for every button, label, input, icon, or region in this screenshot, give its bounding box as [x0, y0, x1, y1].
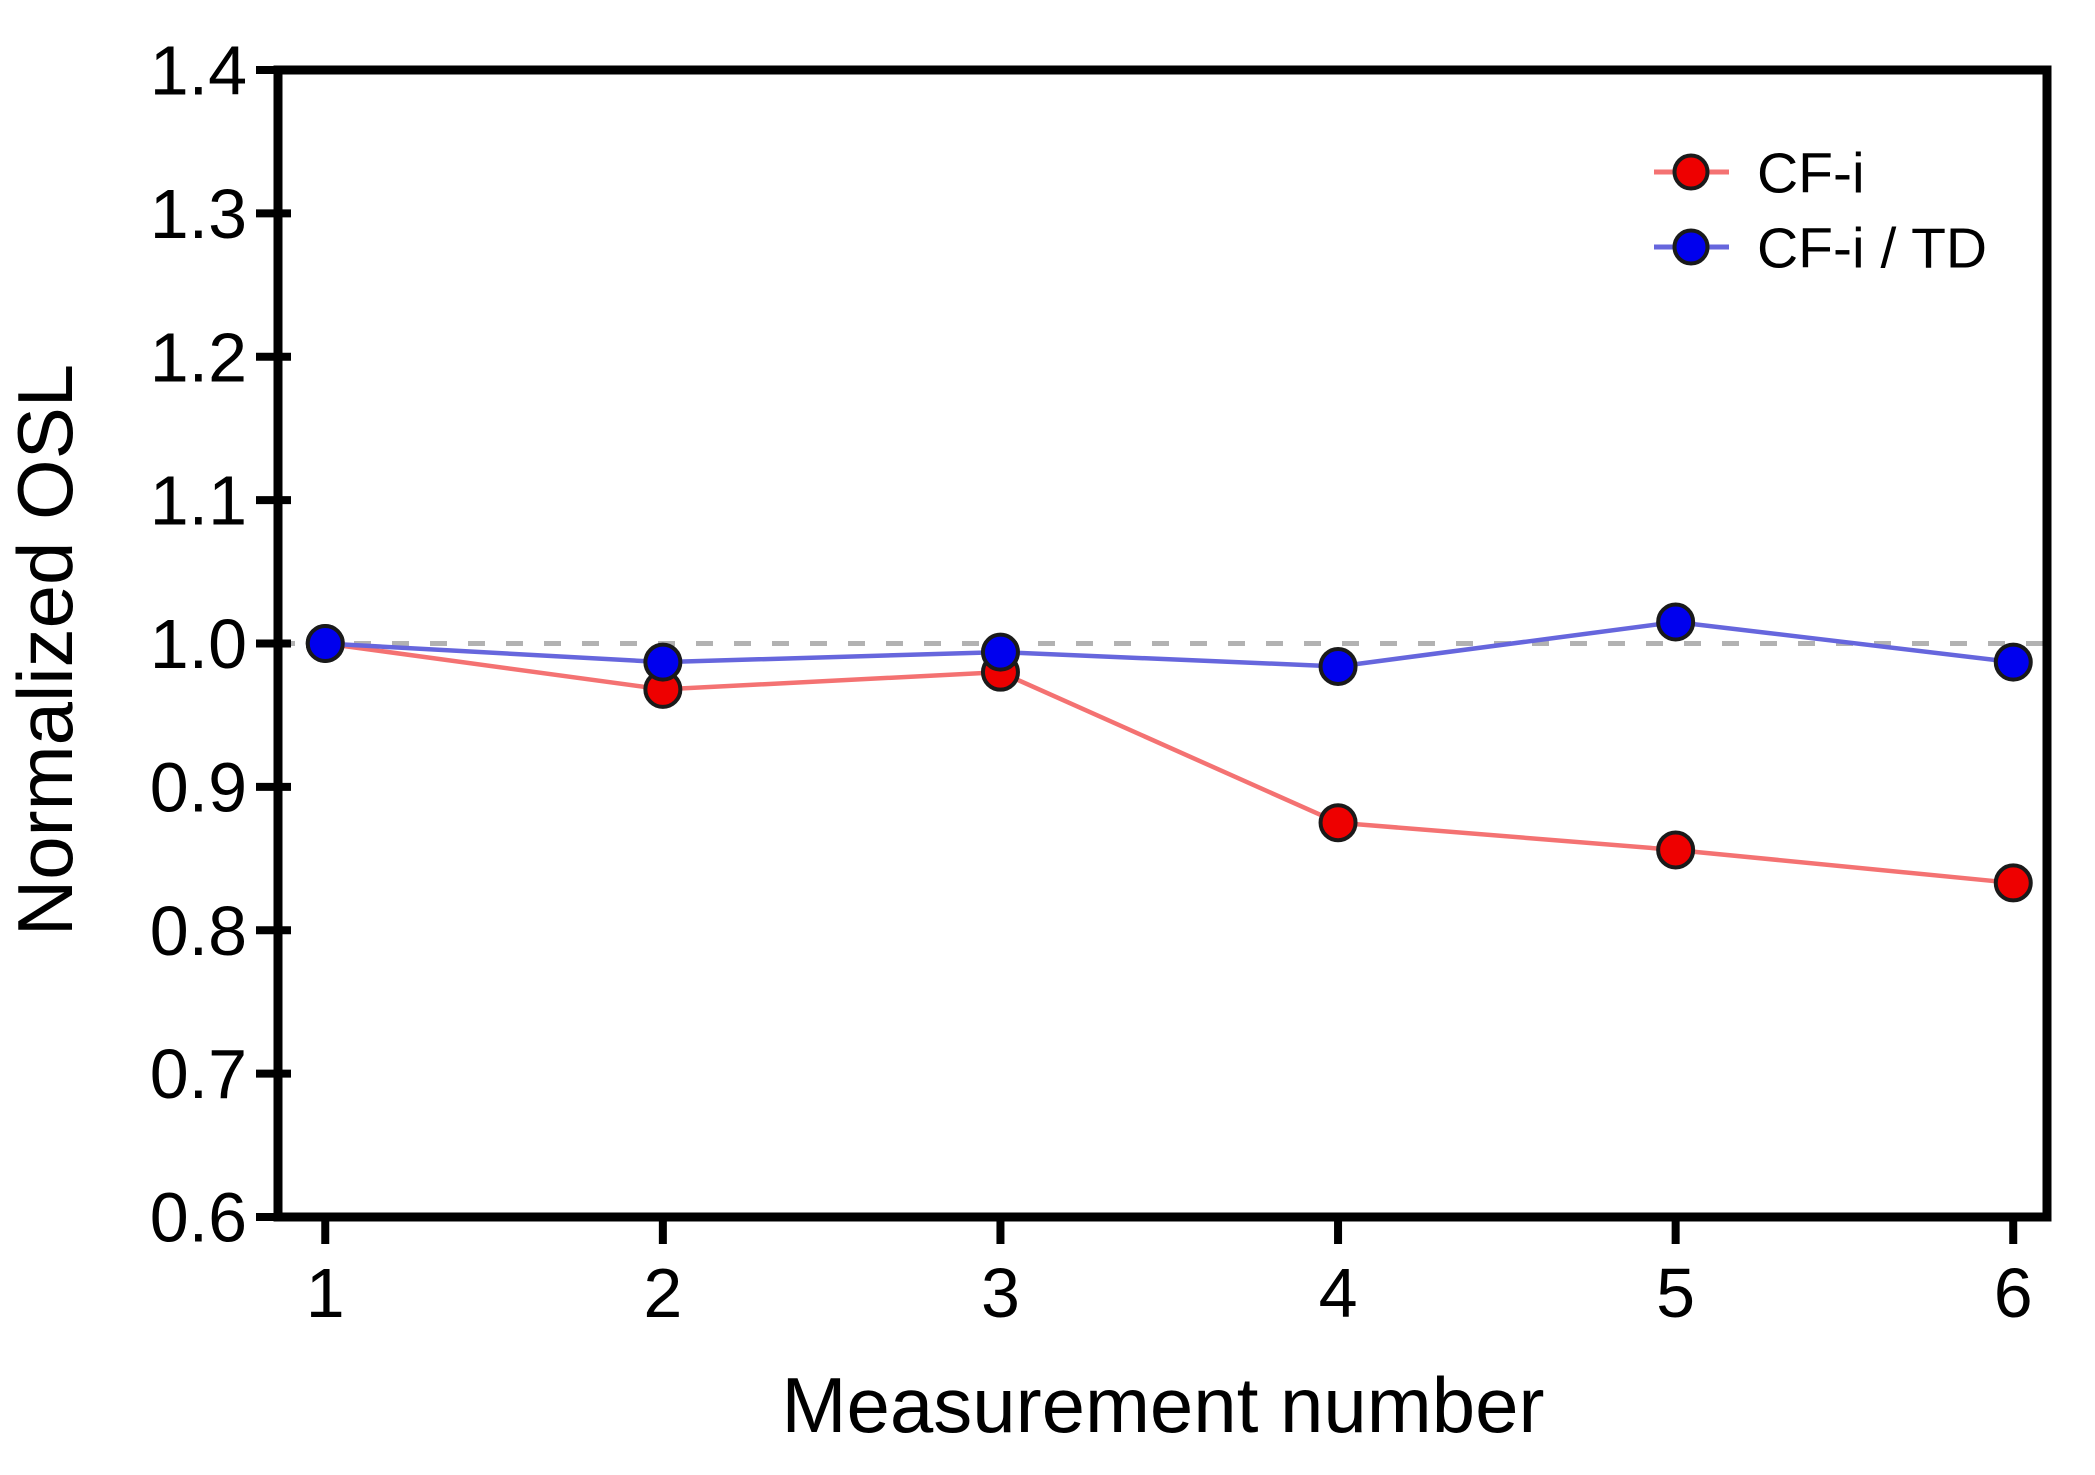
y-axis-title: Normalized OSL	[1, 364, 89, 936]
data-point-marker	[1656, 830, 1696, 870]
y-tick-label: 0.6	[150, 1179, 247, 1257]
data-point-marker	[1318, 803, 1358, 843]
x-tick-label: 2	[643, 1254, 682, 1332]
y-tick-label: 0.9	[150, 748, 247, 826]
data-point-marker	[1656, 602, 1696, 642]
x-tick-label: 1	[306, 1254, 345, 1332]
data-point-marker	[1993, 642, 2033, 682]
x-tick-label: 3	[981, 1254, 1020, 1332]
y-tick-label: 0.7	[150, 1035, 247, 1113]
y-tick-label: 0.8	[150, 892, 247, 970]
legend-label: CF-i	[1757, 142, 1865, 206]
y-tick-label: 1.3	[150, 175, 247, 253]
legend-marker	[1672, 228, 1710, 266]
y-tick-label: 1.2	[150, 318, 247, 396]
legend-marker	[1672, 153, 1710, 191]
data-point-marker	[305, 624, 345, 663]
series-line-cf-i-td	[325, 619, 2014, 669]
legend-label: CF-i / TD	[1757, 217, 1987, 281]
data-point-marker	[1993, 863, 2033, 903]
data-point-marker	[980, 632, 1020, 672]
x-tick-label: 4	[1319, 1254, 1358, 1332]
x-axis-title: Measurement number	[781, 1361, 1544, 1449]
y-tick-label: 1.0	[150, 605, 247, 683]
x-tick-label: 5	[1656, 1254, 1695, 1332]
y-tick-label: 1.1	[150, 462, 247, 540]
plot-frame	[273, 65, 2052, 1222]
series-line-cf-i	[324, 641, 2014, 886]
data-point-marker	[1318, 646, 1358, 686]
y-tick-label: 1.4	[150, 32, 247, 110]
data-point-marker	[643, 642, 683, 682]
x-tick-label: 6	[1994, 1254, 2033, 1332]
